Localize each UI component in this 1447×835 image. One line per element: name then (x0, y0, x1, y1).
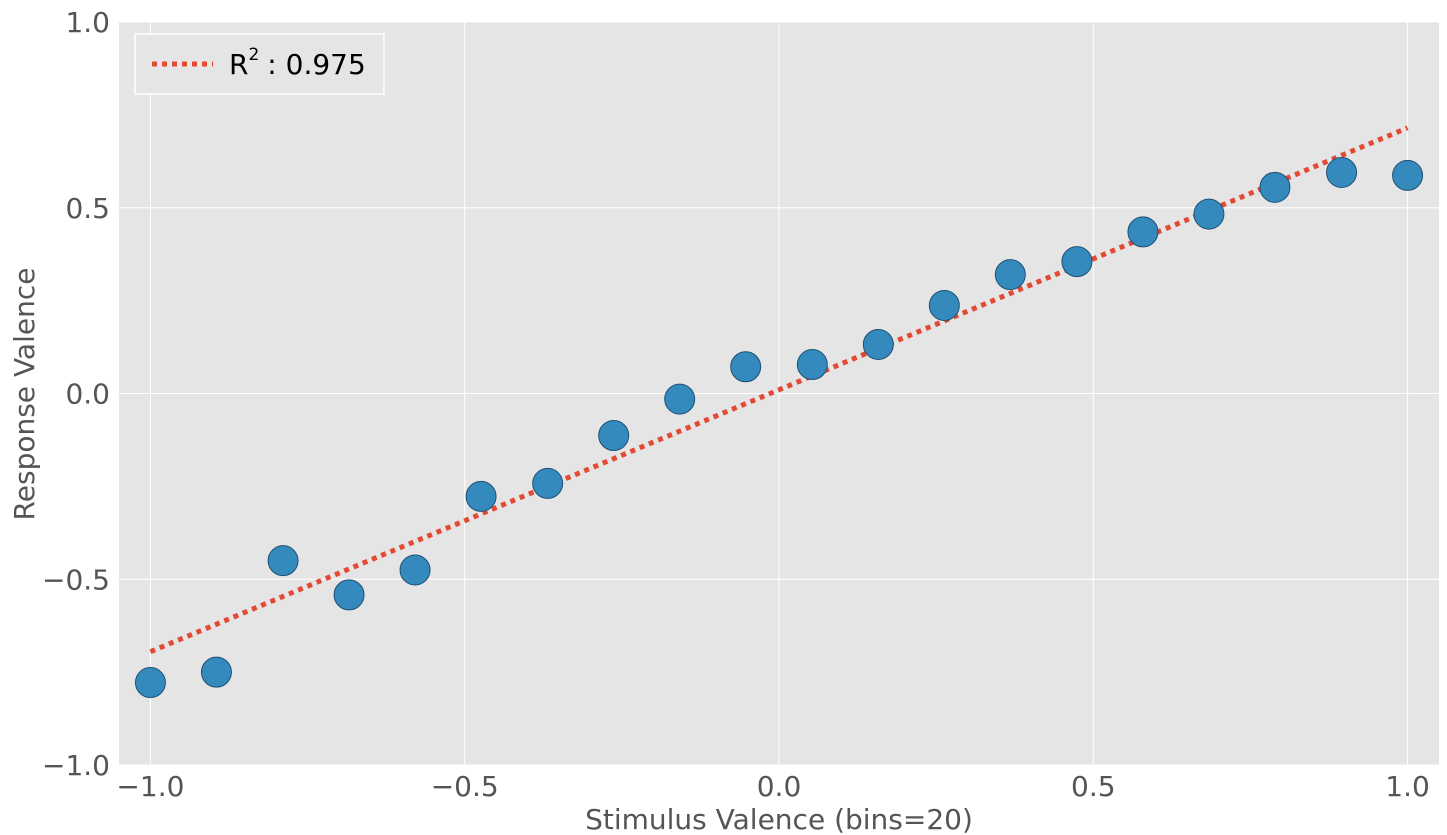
data-point (862, 328, 894, 360)
data-point (532, 467, 564, 499)
x-axis-label: Stimulus Valence (bins=20) (585, 803, 973, 835)
y-tick-label: 1.0 (65, 6, 110, 39)
data-point (730, 351, 762, 383)
data-point (994, 259, 1026, 291)
data-point (1127, 216, 1159, 248)
data-point (1259, 171, 1291, 203)
data-point (134, 667, 166, 699)
x-tick-label: 0.5 (1071, 770, 1116, 803)
legend-value: : 0.975 (267, 48, 366, 81)
data-point (796, 349, 828, 381)
y-tick-label: −0.5 (42, 563, 110, 596)
data-point (598, 419, 630, 451)
data-point (465, 480, 497, 512)
data-point (1061, 246, 1093, 278)
data-point (664, 383, 696, 415)
legend-label: R2: 0.975 (229, 45, 366, 81)
y-tick-labels: −1.0 −0.5 0.0 0.5 1.0 (42, 6, 110, 782)
y-tick-label: 0.5 (65, 192, 110, 225)
data-point (267, 545, 299, 577)
data-point (1392, 159, 1424, 191)
data-point (200, 656, 232, 688)
legend-superscript: 2 (248, 45, 259, 65)
x-tick-label: 1.0 (1385, 770, 1430, 803)
data-points (134, 156, 1424, 699)
data-point (1193, 198, 1225, 230)
y-axis-label: Response Valence (8, 268, 41, 521)
legend: R2: 0.975 (134, 33, 385, 95)
x-tick-label: 0.0 (757, 770, 802, 803)
x-tick-label: −0.5 (431, 770, 499, 803)
data-point (928, 289, 960, 321)
data-point (399, 554, 431, 586)
data-point (333, 579, 365, 611)
data-point (1326, 156, 1358, 188)
y-tick-label: −1.0 (42, 749, 110, 782)
x-tick-label: −1.0 (116, 770, 184, 803)
y-tick-label: 0.0 (65, 378, 110, 411)
x-tick-labels: −1.0 −0.5 0.0 0.5 1.0 (116, 770, 1429, 803)
